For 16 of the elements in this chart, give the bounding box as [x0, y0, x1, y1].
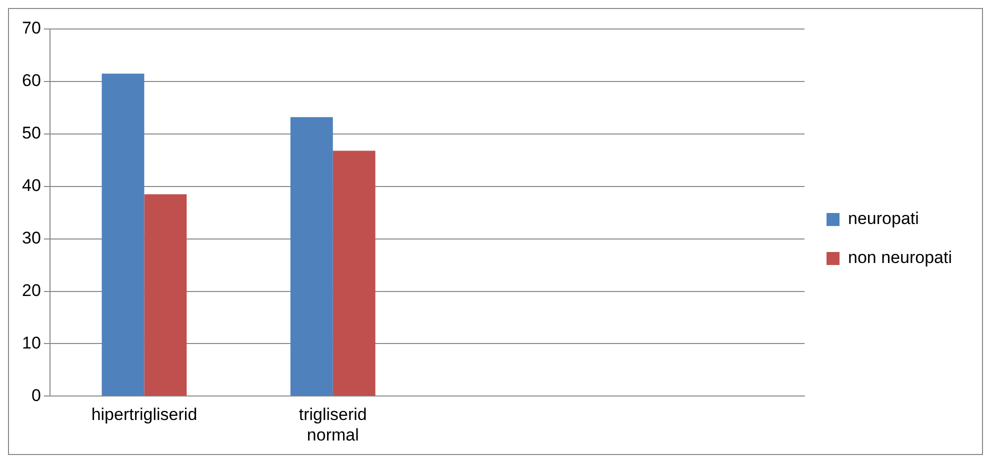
x-tick-label: hipertrigliserid	[91, 405, 198, 424]
bar	[290, 117, 333, 396]
y-tick-label: 20	[22, 280, 41, 300]
y-tick-label: 40	[22, 176, 41, 196]
y-tick-label: 50	[22, 124, 41, 143]
y-tick-label: 60	[22, 71, 41, 90]
y-tick-label: 0	[31, 386, 41, 405]
legend-label: non neuropati	[848, 248, 952, 268]
legend-label: neuropati	[848, 209, 919, 228]
bar	[144, 194, 187, 396]
y-tick-label: 70	[22, 18, 41, 38]
y-tick-label: 10	[22, 333, 41, 352]
bar	[102, 74, 144, 396]
bar	[332, 150, 376, 396]
x-tick-label: trigliserid normal	[298, 405, 367, 444]
y-tick-label: 30	[22, 228, 41, 248]
